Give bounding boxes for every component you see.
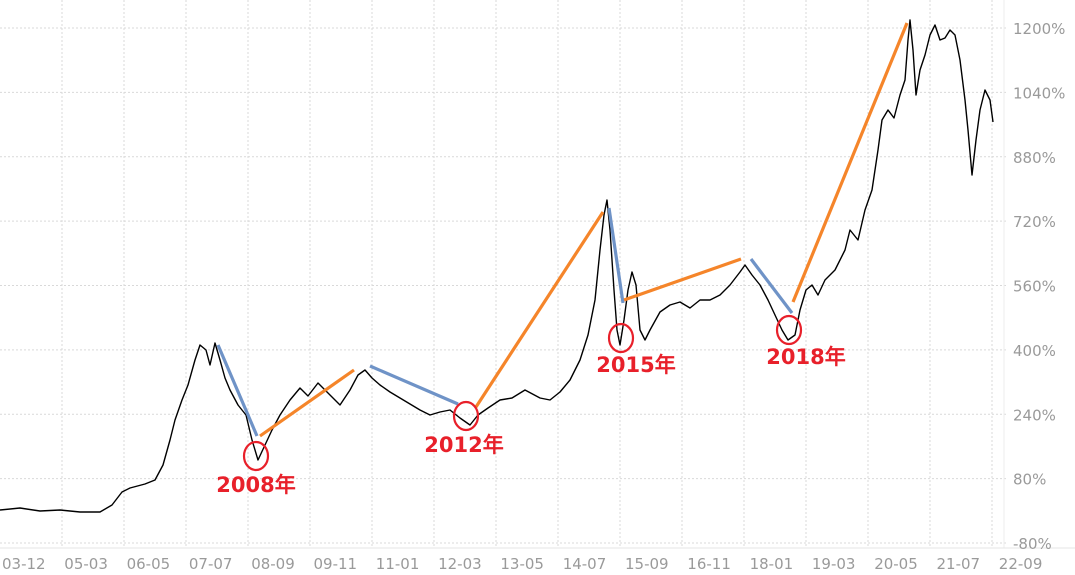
annotations: 2008年 2012年 2015年 2018年 [216,314,846,497]
x-axis: 03-12 05-03 06-05 07-07 08-09 09-11 11-01 12-03… [2,555,1042,573]
year-annotation: 2008年 [216,473,295,497]
rise-trend-line [474,211,605,408]
x-tick-label: 03-12 [2,555,46,573]
y-tick-label: 720% [1013,213,1056,231]
year-annotation: 2018年 [766,345,845,369]
year-annotation: 2012年 [424,433,503,457]
decline-trend-line [749,258,794,314]
y-tick-label: 1200% [1013,20,1065,38]
y-tick-label: 400% [1013,342,1056,360]
gridlines [0,0,1075,549]
rise-trend-line [623,257,742,302]
highlight-circle [452,400,480,432]
x-tick-label: 16-11 [687,555,731,573]
x-tick-label: 07-07 [189,555,233,573]
rise-trend-line [259,368,355,438]
x-tick-label: 12-03 [438,555,482,573]
y-tick-label: 1040% [1013,84,1065,102]
decline-trend-line [369,364,459,406]
x-tick-label: 19-03 [812,555,856,573]
y-tick-label: 560% [1013,278,1056,296]
y-tick-label: -80% [1013,535,1052,553]
y-tick-label: 240% [1013,406,1056,424]
x-tick-label: 09-11 [314,555,358,573]
rise-trend-line [791,22,909,303]
decline-trend-line [607,207,625,304]
y-tick-label: 880% [1013,149,1056,167]
y-axis: 1200% 1040% 880% 720% 560% 400% 240% 80% -80% [1013,20,1065,553]
year-annotation: 2015年 [596,353,675,377]
x-tick-label: 06-05 [127,555,171,573]
x-tick-label: 08-09 [251,555,295,573]
x-tick-label: 22-09 [999,555,1043,573]
x-tick-label: 15-09 [625,555,669,573]
highlight-circle [775,314,803,346]
x-tick-label: 14-07 [563,555,607,573]
highlight-circle [607,322,635,354]
x-tick-label: 21-07 [937,555,981,573]
highlight-circle [242,440,270,472]
x-tick-label: 20-05 [874,555,918,573]
decline-trend-line [216,344,259,437]
x-tick-label: 05-03 [64,555,108,573]
trend-lines [216,22,909,438]
x-tick-label: 11-01 [376,555,420,573]
x-tick-label: 18-01 [750,555,794,573]
x-tick-label: 13-05 [500,555,544,573]
y-tick-label: 80% [1013,471,1046,489]
